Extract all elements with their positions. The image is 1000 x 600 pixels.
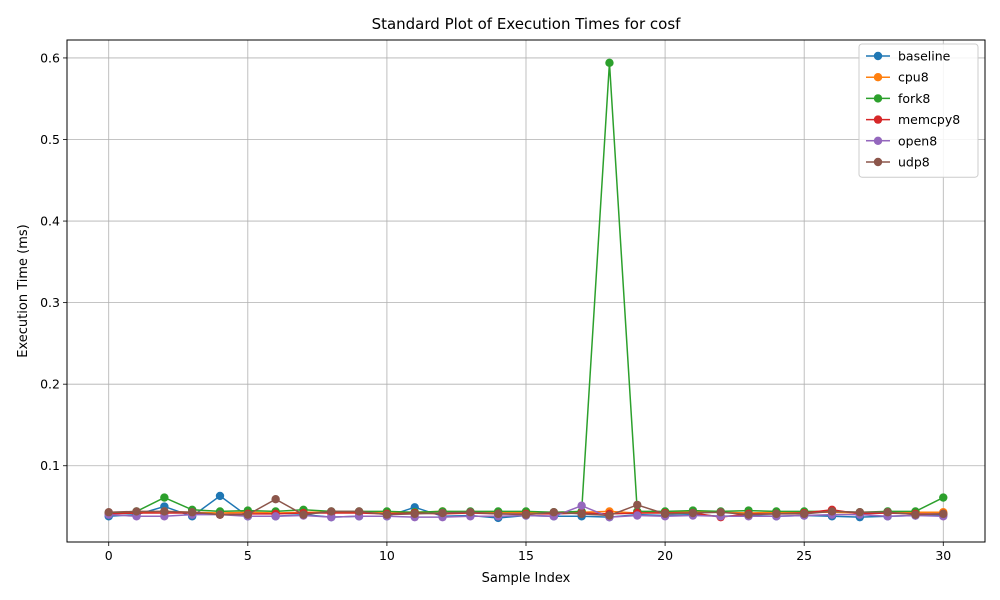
data-point-udp8	[215, 510, 225, 519]
series-udp8	[104, 494, 948, 520]
y-tick-label: 0.2	[40, 377, 60, 392]
y-tick-label: 0.1	[40, 458, 60, 473]
data-point-udp8	[132, 507, 141, 516]
data-point-udp8	[271, 494, 280, 504]
x-tick-label: 0	[105, 548, 113, 563]
legend-label-fork8: fork8	[898, 91, 930, 106]
data-point-udp8	[521, 510, 531, 519]
legend-label-open8: open8	[898, 133, 937, 148]
data-point-udp8	[883, 508, 892, 517]
y-tick-label: 0.3	[40, 295, 60, 310]
x-tick-label: 30	[935, 548, 951, 563]
series-layer	[104, 58, 948, 523]
y-axis-label: Execution Time (ms)	[16, 224, 31, 357]
data-point-udp8	[744, 510, 753, 519]
axis-ticks: 0 5 10 15 20 25 30 0.1 0.2 0.3 0.4 0.5 0.6	[40, 50, 951, 563]
legend-label-cpu8: cpu8	[898, 70, 929, 85]
legend-label-memcpy8: memcpy8	[898, 112, 960, 127]
data-point-udp8	[772, 509, 781, 519]
data-point-udp8	[799, 509, 809, 519]
legend-marker-memcpy8	[873, 115, 883, 124]
x-axis-label: Sample Index	[482, 571, 571, 586]
data-point-open8	[633, 511, 642, 520]
data-point-udp8	[855, 508, 865, 517]
data-point-udp8	[911, 510, 920, 519]
data-point-udp8	[410, 509, 419, 519]
data-point-udp8	[466, 508, 475, 517]
legend-marker-udp8	[873, 157, 883, 167]
chart-title: Standard Plot of Execution Times for cos…	[372, 15, 682, 33]
data-point-udp8	[382, 510, 392, 519]
x-tick-label: 15	[518, 548, 534, 563]
y-tick-label: 0.5	[40, 132, 60, 147]
data-point-udp8	[327, 507, 336, 516]
legend-marker-fork8	[873, 94, 883, 103]
data-point-udp8	[299, 510, 308, 519]
legend-marker-cpu8	[873, 73, 883, 82]
x-tick-label: 20	[657, 548, 673, 563]
y-tick-label: 0.6	[40, 50, 60, 65]
data-point-udp8	[605, 511, 614, 520]
data-point-baseline	[215, 491, 225, 501]
legend-marker-baseline	[873, 51, 883, 61]
data-point-udp8	[187, 508, 197, 517]
data-point-open8	[271, 512, 280, 521]
y-tick-label: 0.4	[40, 214, 60, 229]
data-point-udp8	[354, 507, 364, 516]
data-point-open8	[577, 501, 586, 510]
data-point-udp8	[633, 500, 642, 510]
data-point-udp8	[688, 508, 698, 518]
data-point-fork8	[939, 493, 948, 502]
data-point-udp8	[160, 507, 169, 516]
data-point-udp8	[716, 508, 725, 517]
data-point-udp8	[660, 509, 670, 519]
grid-lines	[67, 40, 985, 542]
data-point-udp8	[243, 510, 253, 519]
legend-label-baseline: baseline	[898, 49, 951, 64]
data-point-udp8	[827, 507, 837, 516]
x-tick-label: 5	[244, 548, 252, 563]
legend: baseline cpu8 fork8 memcpy8 open8 udp8	[858, 43, 979, 178]
data-point-udp8	[939, 509, 948, 519]
data-point-udp8	[577, 509, 586, 519]
x-tick-label: 25	[796, 548, 812, 563]
data-point-fork8	[160, 493, 169, 502]
x-tick-label: 10	[379, 548, 395, 563]
data-point-udp8	[493, 509, 503, 519]
legend-marker-open8	[873, 136, 883, 145]
data-point-udp8	[549, 508, 559, 517]
data-point-udp8	[104, 508, 113, 517]
data-point-fork8	[605, 58, 614, 68]
legend-label-udp8: udp8	[898, 155, 930, 170]
data-point-udp8	[438, 508, 447, 518]
